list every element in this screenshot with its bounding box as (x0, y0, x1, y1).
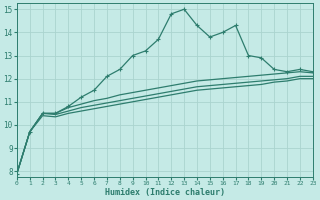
X-axis label: Humidex (Indice chaleur): Humidex (Indice chaleur) (105, 188, 225, 197)
